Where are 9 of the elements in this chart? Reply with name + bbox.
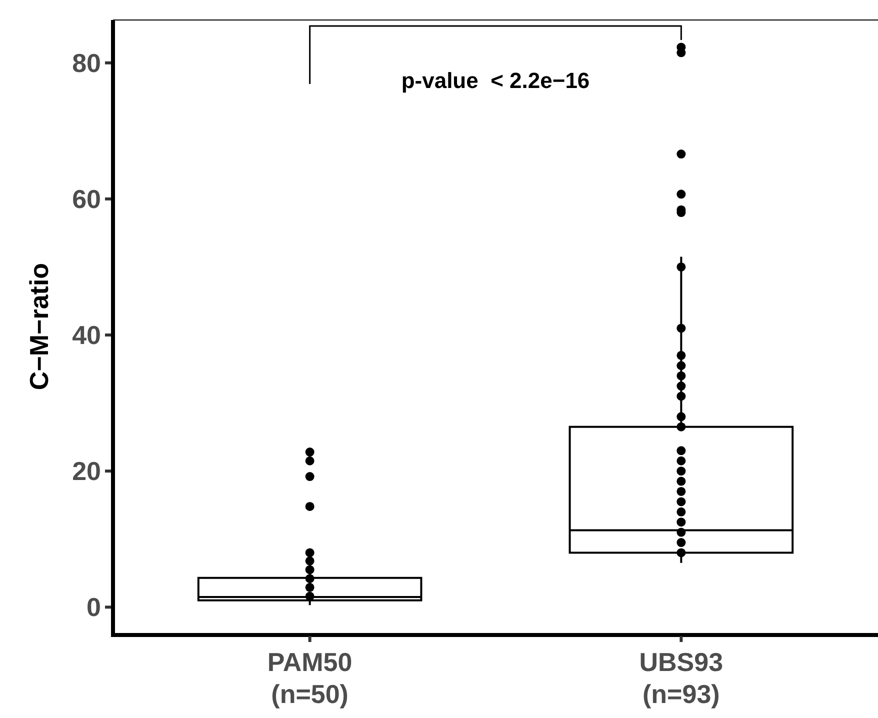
annotation: p-value < 2.2e−16: [401, 68, 590, 93]
x-tick-label: PAM50 (n=50): [267, 647, 352, 709]
y-tick-label: 20: [72, 456, 101, 486]
y-tick-label: 80: [72, 48, 101, 78]
y-tick-label: 0: [86, 592, 101, 622]
y-axis-title: C−M−ratio: [24, 262, 54, 390]
y-tick-label: 60: [72, 184, 101, 214]
x-tick-label: UBS93 (n=93): [639, 647, 724, 709]
y-tick-label: 40: [72, 320, 101, 350]
